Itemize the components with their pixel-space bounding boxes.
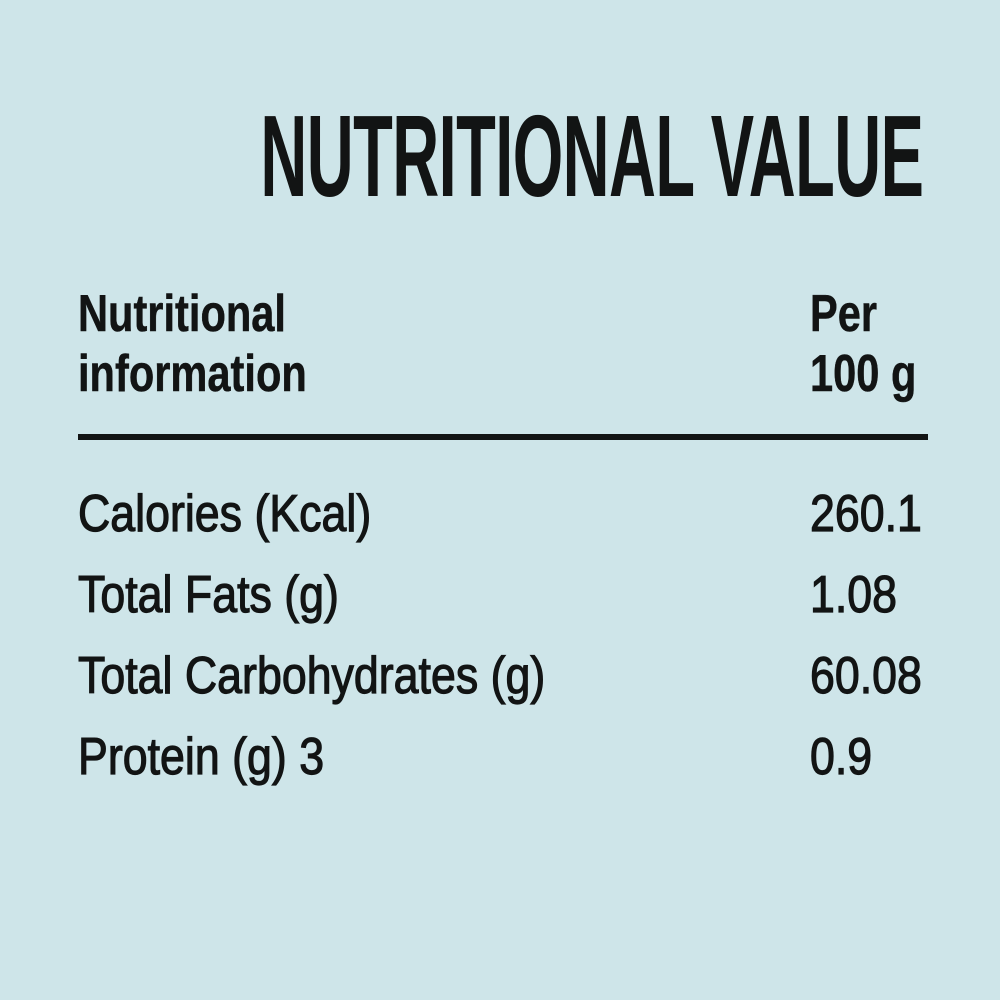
row-label: Calories (Kcal) [77,484,372,543]
table-header-unit-line1: Per [810,285,878,344]
table-row-calories: Calories (Kcal) 260.1 [77,473,928,554]
row-label: Total Carbohydrates (g) [77,646,546,705]
row-value: 0.9 [809,727,873,786]
table-rows: Calories (Kcal) 260.1 Total Fats (g) 1.0… [77,473,928,797]
table-header: Nutritional information Per 100 g [78,284,928,404]
row-value: 1.08 [809,565,898,624]
header-divider [78,434,928,440]
table-header-unit: Per 100 g [810,284,928,404]
row-value: 60.08 [809,646,922,705]
nutrition-table: Nutritional information Per 100 g Calori… [77,284,928,797]
table-header-label-line2: information [78,345,307,404]
table-row-total-fats: Total Fats (g) 1.08 [77,554,928,635]
row-value: 260.1 [809,484,922,543]
table-header-label-line1: Nutritional [78,285,286,344]
table-row-total-carbohydrates: Total Carbohydrates (g) 60.08 [77,635,928,716]
row-label: Total Fats (g) [77,565,339,624]
table-row-protein: Protein (g) 3 0.9 [77,716,928,797]
table-header-label: Nutritional information [78,284,364,404]
page-title-row: NUTRITIONAL VALUE [0,0,1000,214]
row-label: Protein (g) 3 [77,727,325,786]
table-header-unit-line2: 100 g [810,345,917,404]
page-title: NUTRITIONAL VALUE [260,91,924,221]
